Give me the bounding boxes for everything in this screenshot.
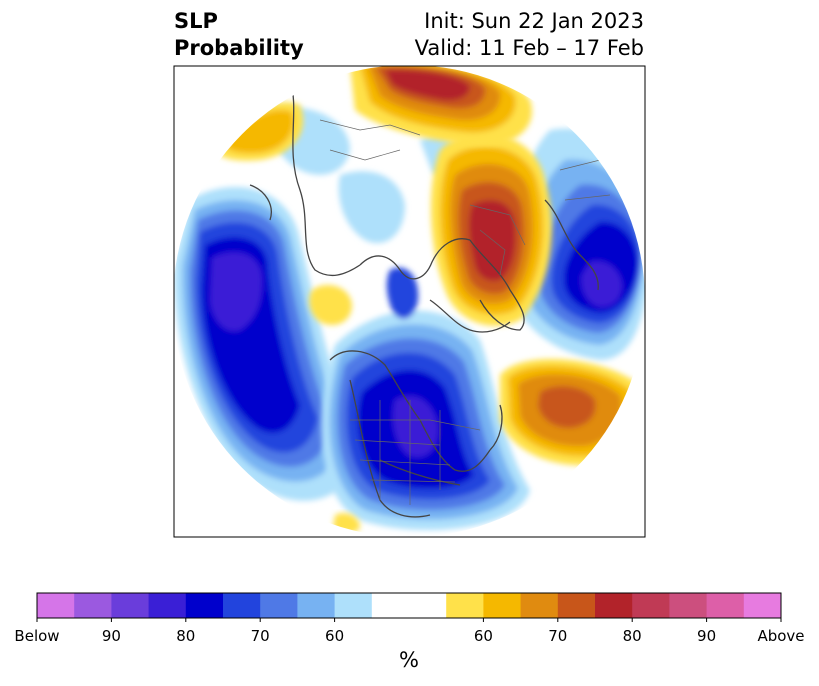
colorbar-bin <box>595 593 633 618</box>
colorbar-unit: % <box>399 648 419 672</box>
colorbar-tick-label: 60 <box>473 627 493 645</box>
colorbar-tick-label: Below <box>14 627 60 645</box>
map-title: SLP Probability <box>174 8 304 62</box>
colorbar-bin <box>669 593 707 618</box>
colorbar-bin <box>334 593 373 618</box>
probability-field <box>174 66 645 537</box>
north-america-below-region <box>321 267 530 530</box>
colorbar-border <box>36 592 782 619</box>
title-type: Probability <box>174 36 304 60</box>
colorbar-tick-label: 70 <box>250 627 270 645</box>
map-date-info: Init: Sun 22 Jan 2023 Valid: 11 Feb – 17… <box>415 8 644 62</box>
colorbar-bin <box>409 593 447 618</box>
colorbar-tick-label: 80 <box>622 627 642 645</box>
political-borders <box>319 119 631 505</box>
colorbar-bin <box>371 593 410 618</box>
colorbar-tick-label: 60 <box>325 627 345 645</box>
eurasia-above-region <box>430 133 552 326</box>
init-date: Init: Sun 22 Jan 2023 <box>424 9 644 33</box>
colorbar-bin <box>483 593 521 618</box>
colorbar-bin <box>706 593 745 618</box>
title-variable: SLP <box>174 9 218 33</box>
colorbar-bin <box>260 593 298 618</box>
colorbar-bin <box>37 593 75 618</box>
colorbar-bin <box>632 593 670 618</box>
pacific-below-region <box>174 187 360 501</box>
colorbar-tick-label: 70 <box>548 627 568 645</box>
map-frame <box>173 65 646 538</box>
northern-eurasia-above-region <box>350 66 532 146</box>
valid-range: Valid: 11 Feb – 17 Feb <box>414 36 644 60</box>
colorbar-bin <box>520 593 559 618</box>
colorbar-bin <box>74 593 112 618</box>
colorbar-bin <box>743 593 782 618</box>
colorbar-bin <box>297 593 335 618</box>
colorbar-tick-label: Above <box>757 627 805 645</box>
colorbar-bin <box>557 593 596 618</box>
colorbar-bin <box>111 593 149 618</box>
colorbar <box>36 592 782 622</box>
asia-below-region <box>509 128 645 360</box>
colorbar-tick-label: 90 <box>101 627 121 645</box>
colorbar-bin <box>446 593 484 618</box>
pacific-above-spot <box>309 285 352 326</box>
colorbar-bin <box>223 593 261 618</box>
colorbar-tick-label: 90 <box>697 627 717 645</box>
map-area <box>174 66 645 537</box>
colorbar-bin <box>148 593 187 618</box>
colorbar-tick-label: 80 <box>176 627 196 645</box>
alaska-above-region <box>215 102 304 161</box>
colorbar-bin <box>185 593 224 618</box>
